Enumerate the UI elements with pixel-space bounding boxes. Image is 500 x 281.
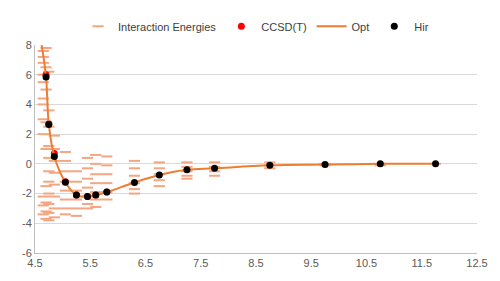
svg-text:CCSD(T): CCSD(T) — [261, 21, 306, 33]
svg-text:-2: -2 — [22, 187, 32, 199]
svg-text:11.5: 11.5 — [411, 257, 432, 269]
svg-text:9.5: 9.5 — [304, 257, 319, 269]
svg-text:-4: -4 — [22, 217, 32, 229]
svg-text:6.5: 6.5 — [138, 257, 153, 269]
svg-text:8.5: 8.5 — [248, 257, 263, 269]
svg-text:10.5: 10.5 — [356, 257, 377, 269]
svg-text:4.5: 4.5 — [27, 257, 42, 269]
svg-text:2: 2 — [26, 128, 32, 140]
svg-text:Interaction Energies: Interaction Energies — [118, 21, 216, 33]
svg-text:0: 0 — [26, 158, 32, 170]
svg-text:7.5: 7.5 — [193, 257, 208, 269]
svg-text:5.5: 5.5 — [83, 257, 98, 269]
svg-text:8: 8 — [26, 39, 32, 51]
svg-text:4: 4 — [26, 98, 32, 110]
svg-text:6: 6 — [26, 69, 32, 81]
svg-text:-6: -6 — [22, 247, 32, 259]
svg-text:Opt: Opt — [352, 21, 370, 33]
svg-text:12.5: 12.5 — [466, 257, 487, 269]
svg-text:Hir: Hir — [414, 21, 428, 33]
